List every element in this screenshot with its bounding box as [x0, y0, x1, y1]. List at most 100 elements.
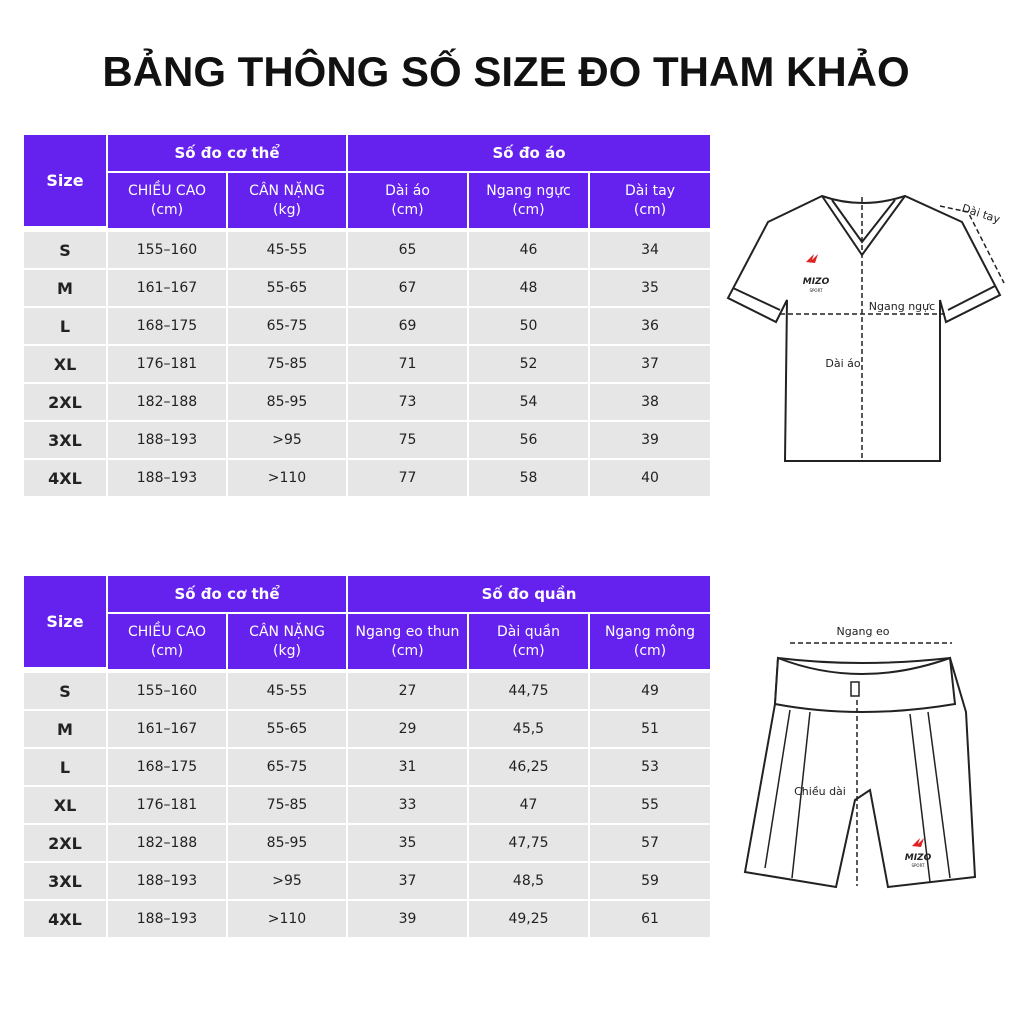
column-header-line: Ngang eo thun: [355, 623, 460, 640]
group-header: Số đo quần: [348, 576, 710, 612]
table-cell: 29: [348, 711, 467, 747]
shirt-chest-label: Ngang ngực: [869, 300, 935, 313]
shorts-brand: MIZO: [905, 853, 932, 863]
cell-text: 69: [398, 318, 417, 334]
table-cell: 46,25: [469, 749, 588, 785]
table-cell: 61: [590, 901, 710, 937]
table-cell: 176–181: [108, 346, 226, 382]
cell-text: 45-55: [266, 242, 308, 258]
group-header: Số đo áo: [348, 135, 710, 171]
cell-text: 52: [519, 356, 538, 372]
size-cell: 3XL: [24, 863, 106, 899]
shirt-sleeve-label: Dài tay: [960, 202, 1002, 227]
column-header-line: (cm): [150, 642, 184, 659]
cell-text: 45,5: [512, 721, 545, 737]
group-header-text: Số đo quần: [481, 585, 577, 603]
cell-text: 75-85: [266, 797, 308, 813]
cell-text: 48: [519, 280, 538, 296]
cell-text: >110: [267, 470, 307, 486]
cell-text: 27: [398, 683, 417, 699]
shorts-brand-sub: SPORT: [911, 863, 925, 868]
cell-text: 188–193: [136, 432, 198, 448]
cell-text: 2XL: [48, 833, 82, 853]
cell-text: 176–181: [136, 356, 198, 372]
table-cell: 51: [590, 711, 710, 747]
table-cell: 75-85: [228, 787, 346, 823]
column-header-line: Dài quần: [497, 623, 560, 640]
cell-text: 168–175: [136, 759, 198, 775]
shorts-diagram: [743, 642, 977, 889]
column-header: CHIỀU CAO (cm): [108, 614, 226, 669]
shirt-diagram: [726, 194, 1005, 462]
cell-text: 29: [398, 721, 417, 737]
cell-text: M: [57, 278, 73, 298]
group-header-text: Số đo cơ thể: [174, 144, 280, 162]
table-cell: 188–193: [108, 460, 226, 496]
cell-text: L: [59, 757, 71, 777]
cell-text: 49: [641, 683, 659, 699]
table-cell: >110: [228, 460, 346, 496]
cell-text: 48,5: [512, 873, 545, 889]
cell-text: 3XL: [48, 871, 82, 891]
cell-text: 35: [398, 835, 417, 851]
cell-text: 188–193: [136, 911, 198, 927]
page-title: BẢNG THÔNG SỐ SIZE ĐO THAM KHẢO: [102, 48, 910, 95]
cell-text: 33: [398, 797, 417, 813]
cell-text: 85-95: [266, 394, 308, 410]
cell-text: 55-65: [266, 280, 308, 296]
table-cell: 46: [469, 232, 588, 268]
cell-text: 38: [641, 394, 659, 410]
table-cell: 40: [590, 460, 710, 496]
table-cell: 182–188: [108, 825, 226, 861]
table-cell: 39: [348, 901, 467, 937]
column-header-line: (kg): [273, 201, 301, 218]
cell-text: 37: [398, 873, 417, 889]
size-cell: M: [24, 711, 106, 747]
table-cell: 56: [469, 422, 588, 458]
cell-text: S: [59, 240, 71, 260]
cell-text: 85-95: [266, 835, 308, 851]
table-cell: 168–175: [108, 749, 226, 785]
column-header: CÂN NẶNG (kg): [228, 173, 346, 228]
table-cell: 49,25: [469, 901, 588, 937]
column-header: Dài áo (cm): [348, 173, 467, 228]
cell-text: 40: [641, 470, 659, 486]
column-header: Ngang mông (cm): [590, 614, 710, 669]
cell-text: 34: [641, 242, 659, 258]
column-header-line: CÂN NẶNG: [249, 623, 325, 640]
column-header-line: (cm): [512, 642, 545, 659]
table-cell: 37: [590, 346, 710, 382]
table-cell: 85-95: [228, 825, 346, 861]
size-header-text: Size: [46, 171, 84, 190]
table-cell: 58: [469, 460, 588, 496]
table-cell: 85-95: [228, 384, 346, 420]
shorts-waist-label: Ngang eo: [837, 625, 890, 638]
column-header: Ngang eo thun (cm): [348, 614, 467, 669]
column-header-line: Dài áo: [385, 182, 430, 199]
cell-text: 4XL: [48, 468, 82, 488]
table-cell: 38: [590, 384, 710, 420]
table-cell: 31: [348, 749, 467, 785]
size-cell: 2XL: [24, 825, 106, 861]
column-header: Dài quần (cm): [469, 614, 588, 669]
group-header-text: Số đo cơ thể: [174, 585, 280, 603]
size-cell: XL: [24, 787, 106, 823]
size-header-text: Size: [46, 612, 84, 631]
table-cell: 35: [590, 270, 710, 306]
table-cell: 34: [590, 232, 710, 268]
table-cell: 188–193: [108, 901, 226, 937]
cell-text: 155–160: [136, 242, 198, 258]
table-cell: 33: [348, 787, 467, 823]
cell-text: 4XL: [48, 909, 82, 929]
cell-text: 39: [398, 911, 417, 927]
cell-text: 37: [641, 356, 659, 372]
shorts-length-label: Chiều dài: [794, 785, 846, 798]
cell-text: >95: [272, 432, 302, 448]
table-cell: >110: [228, 901, 346, 937]
group-header: Số đo cơ thể: [108, 135, 346, 171]
table-cell: 168–175: [108, 308, 226, 344]
cell-text: 75-85: [266, 356, 308, 372]
size-cell: 2XL: [24, 384, 106, 420]
cell-text: 45-55: [266, 683, 308, 699]
cell-text: 46: [519, 242, 538, 258]
